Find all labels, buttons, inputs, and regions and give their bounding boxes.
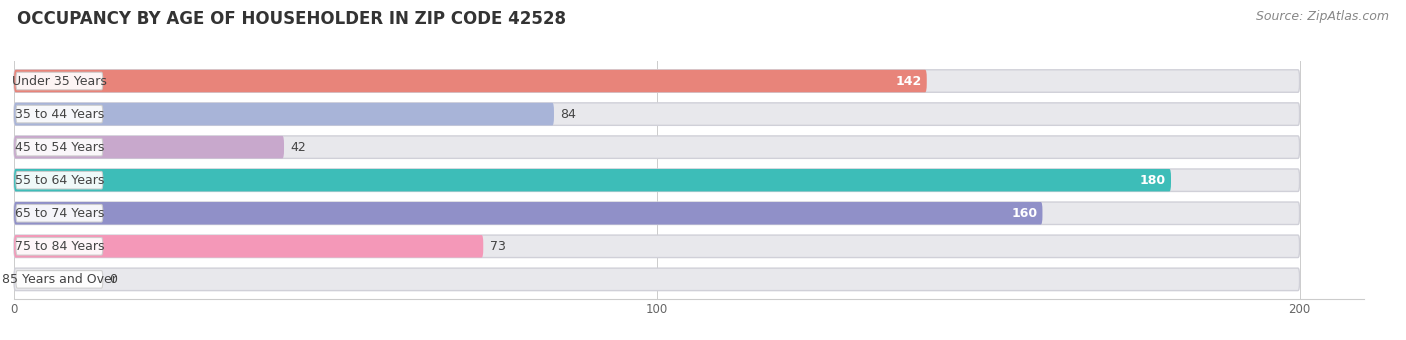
FancyBboxPatch shape — [15, 138, 103, 156]
FancyBboxPatch shape — [14, 136, 1299, 158]
Text: 85 Years and Over: 85 Years and Over — [1, 273, 117, 286]
FancyBboxPatch shape — [15, 238, 103, 255]
FancyBboxPatch shape — [14, 103, 1299, 125]
Text: 55 to 64 Years: 55 to 64 Years — [14, 174, 104, 187]
Text: 75 to 84 Years: 75 to 84 Years — [14, 240, 104, 253]
Text: 42: 42 — [291, 141, 307, 154]
Text: 180: 180 — [1140, 174, 1166, 187]
FancyBboxPatch shape — [14, 169, 1299, 191]
FancyBboxPatch shape — [14, 202, 1299, 224]
Text: Under 35 Years: Under 35 Years — [11, 74, 107, 87]
Text: OCCUPANCY BY AGE OF HOUSEHOLDER IN ZIP CODE 42528: OCCUPANCY BY AGE OF HOUSEHOLDER IN ZIP C… — [17, 10, 565, 28]
FancyBboxPatch shape — [15, 204, 103, 222]
Text: 73: 73 — [489, 240, 506, 253]
Text: Source: ZipAtlas.com: Source: ZipAtlas.com — [1256, 10, 1389, 23]
FancyBboxPatch shape — [14, 70, 1299, 92]
Text: 0: 0 — [110, 273, 117, 286]
FancyBboxPatch shape — [14, 136, 284, 158]
FancyBboxPatch shape — [14, 70, 927, 92]
FancyBboxPatch shape — [14, 235, 1299, 258]
FancyBboxPatch shape — [14, 235, 484, 258]
Text: 142: 142 — [896, 74, 921, 87]
FancyBboxPatch shape — [15, 171, 103, 189]
Text: 35 to 44 Years: 35 to 44 Years — [14, 107, 104, 121]
Text: 65 to 74 Years: 65 to 74 Years — [14, 207, 104, 220]
Text: 45 to 54 Years: 45 to 54 Years — [14, 141, 104, 154]
FancyBboxPatch shape — [15, 105, 103, 123]
FancyBboxPatch shape — [15, 72, 103, 90]
Text: 160: 160 — [1011, 207, 1038, 220]
FancyBboxPatch shape — [14, 268, 1299, 291]
Text: 84: 84 — [561, 107, 576, 121]
FancyBboxPatch shape — [15, 271, 103, 288]
FancyBboxPatch shape — [14, 202, 1042, 224]
FancyBboxPatch shape — [14, 103, 554, 125]
FancyBboxPatch shape — [14, 169, 1171, 191]
